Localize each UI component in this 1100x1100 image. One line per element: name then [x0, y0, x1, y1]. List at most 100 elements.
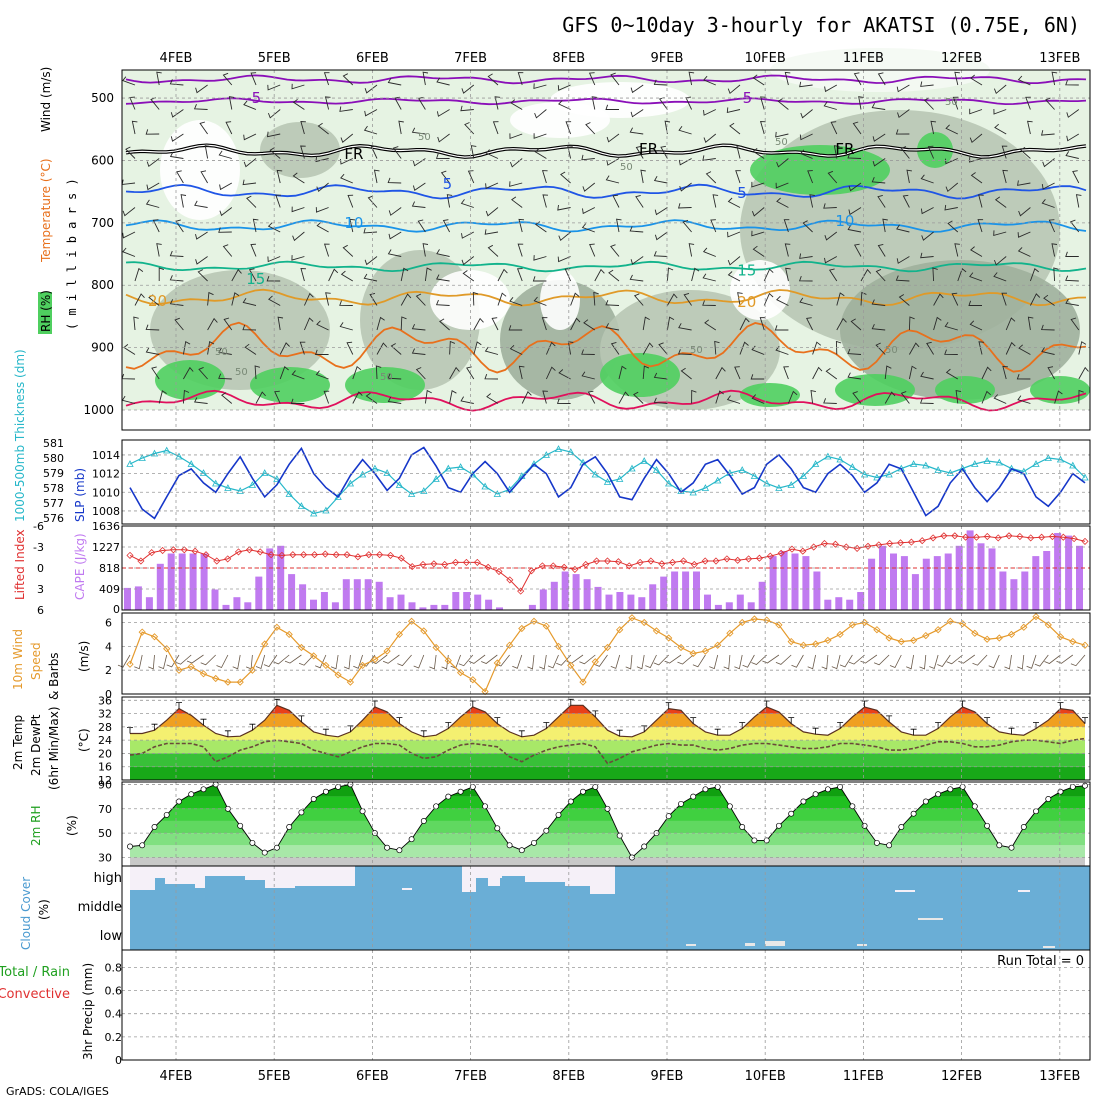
temp-minmax-4 [176, 702, 182, 709]
cloud-white-3 [195, 866, 205, 888]
wind-barb-403 [812, 341, 822, 355]
wind-barb-20 [152, 219, 160, 233]
wind-barb-56 [222, 72, 233, 86]
wind-barb-159 [388, 207, 402, 216]
surface-barb-14 [284, 654, 302, 664]
isotherm-label-2: FR [344, 145, 363, 163]
lifted-marker-32 [473, 558, 481, 566]
lifted-marker-26 [408, 563, 416, 571]
wind-barb-161 [387, 249, 402, 257]
wind-barb-313 [654, 207, 668, 216]
cape-bar-52 [693, 571, 700, 610]
wind-barb-490 [970, 74, 983, 86]
cape-bar-79 [988, 548, 996, 610]
slp-line [129, 446, 1086, 520]
wind-barb-307 [633, 391, 644, 404]
ylabel-cloud: Cloud Cover [19, 877, 33, 950]
wind-barb-399 [799, 253, 813, 259]
wind-barb-136 [339, 322, 353, 331]
wind-barb-208 [466, 366, 475, 380]
lifted-marker-5 [180, 546, 188, 554]
lifted-marker-31 [462, 558, 470, 566]
rh-marker-2 [151, 824, 158, 830]
cape-bar-41 [572, 574, 580, 610]
cape-bar-32 [474, 594, 482, 610]
wind-barb-246 [532, 276, 547, 282]
cape-bar-15 [288, 574, 296, 610]
wind-barb-516 [1002, 365, 1008, 380]
wind-barb-537 [1041, 199, 1055, 208]
rh-marker-75 [1045, 796, 1052, 802]
wind-barb-340 [705, 171, 717, 184]
wind-barb-550 [1072, 170, 1080, 184]
wind-marker-35 [554, 642, 563, 651]
wind-barb-413 [824, 256, 838, 264]
wind-barb-335 [691, 389, 697, 404]
surface-barb-77 [1056, 654, 1074, 664]
wind-marker-1 [138, 628, 146, 636]
wind-marker-6 [199, 670, 208, 678]
day-label-top-6FEB: 6FEB [356, 51, 389, 66]
wind-barb-511 [993, 256, 1007, 266]
wind-barb-392 [799, 81, 813, 88]
cape-bar-20 [342, 579, 350, 610]
wind-barb-535 [1042, 158, 1055, 168]
cape-bar-85 [1054, 533, 1062, 610]
lifted-marker-55 [723, 555, 731, 563]
wind-barb-182 [436, 77, 450, 86]
wind-barb-547 [1066, 109, 1080, 118]
wind-barb-291 [610, 341, 620, 355]
thickness-marker-24 [420, 487, 428, 494]
wind-barb-232 [516, 268, 523, 282]
wind-barb-19 [145, 199, 160, 208]
thickness-marker-22 [395, 481, 404, 488]
lifted-marker-10 [234, 548, 243, 556]
wind-barb-279 [587, 390, 596, 404]
wind-barb-38 [174, 317, 184, 331]
isotherm-line-8 [125, 389, 1087, 412]
ylabel-temp-b: 2m DewPt [29, 714, 43, 776]
ylabel-rh2m: 2m RH [29, 806, 43, 847]
cape-bar-29 [441, 604, 449, 610]
wind-barb-99 [292, 98, 305, 110]
wind-barb-541 [1043, 294, 1055, 306]
cape-bar-42 [583, 579, 591, 610]
thickness-line [129, 448, 1086, 515]
lifted-marker-58 [755, 554, 763, 562]
wind-barb-281 [605, 104, 619, 110]
lifted-marker-2 [148, 549, 156, 557]
wind-barb-529 [1018, 344, 1031, 355]
wind-barb-321 [653, 397, 668, 404]
dewpt-line [129, 737, 1086, 765]
lifted-tick-3: 3 [37, 583, 44, 596]
lifted-marker-88 [1081, 537, 1089, 545]
wind-barb-194 [449, 366, 460, 380]
rh-marker-26 [445, 793, 452, 800]
wind-barb-77 [250, 243, 257, 257]
wind-barb-79 [242, 298, 257, 306]
wind-barb-64 [231, 268, 242, 282]
wind-barb-115 [315, 156, 329, 163]
lifted-marker-37 [527, 567, 536, 575]
wind-barb-361 [739, 341, 749, 355]
wind-barb-439 [877, 194, 886, 208]
wind-barb-388 [774, 325, 789, 331]
wind-barb-534 [1041, 130, 1055, 136]
wind-barb-521 [1019, 147, 1031, 159]
rh-marker-30 [494, 825, 501, 832]
wind-barb-268 [585, 122, 596, 135]
wind-barb-475 [919, 398, 934, 404]
wind-barb-500 [969, 320, 983, 331]
temp-minmax-46 [690, 717, 697, 724]
cape-bar-57 [747, 602, 755, 610]
wind-barb-515 [1005, 341, 1016, 355]
thickness-marker-29 [481, 482, 489, 490]
cape-bar-18 [320, 592, 328, 610]
wind-barb-177 [415, 293, 426, 306]
temp-minmax-56 [812, 727, 819, 735]
wind-barb-334 [680, 367, 692, 380]
temp-minmax-14 [298, 715, 305, 722]
wind-barb-282 [606, 133, 620, 143]
wind-barb-49 [195, 256, 208, 265]
wind-barb-52 [207, 317, 218, 331]
